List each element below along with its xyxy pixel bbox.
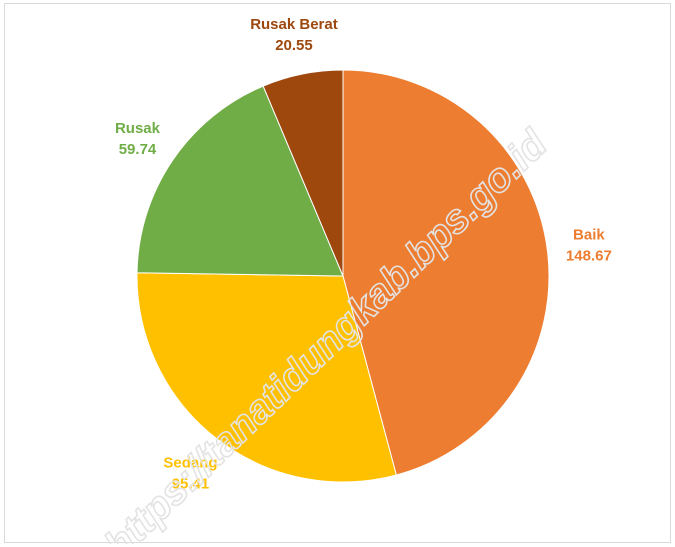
pie-chart: Baik 148.67 Sedang 95.41 Rusak 59.74 Rusak Ber… (96, 16, 612, 544)
data-label-value: 20.55 (275, 37, 313, 54)
pie-slice-rusak (136, 85, 344, 277)
data-label-sedang: Sedang 95.41 (163, 455, 217, 493)
data-label-value: 148.67 (566, 248, 612, 265)
pie-slice-sedang (136, 272, 397, 483)
pie-slice-rusak-berat (262, 69, 344, 277)
data-label-value: 95.41 (172, 476, 210, 493)
data-label-rusak: Rusak 59.74 (115, 120, 161, 158)
data-label-value: 59.74 (119, 141, 157, 158)
data-label-rusak-berat: Rusak Berat 20.55 (250, 16, 338, 54)
pie-data-labels: Baik 148.67 Sedang 95.41 Rusak 59.74 Rusak Ber… (115, 16, 612, 493)
data-label-category: Rusak Berat (250, 16, 338, 33)
data-label-category: Sedang (163, 455, 217, 472)
pie-slice-baik (342, 69, 550, 476)
data-label-category: Rusak (115, 120, 161, 137)
chart-area: Baik 148.67 Sedang 95.41 Rusak 59.74 Rusak Ber… (4, 3, 671, 544)
data-label-category: Baik (573, 227, 605, 244)
data-label-baik: Baik 148.67 (566, 227, 612, 265)
pie-slices (136, 69, 550, 483)
